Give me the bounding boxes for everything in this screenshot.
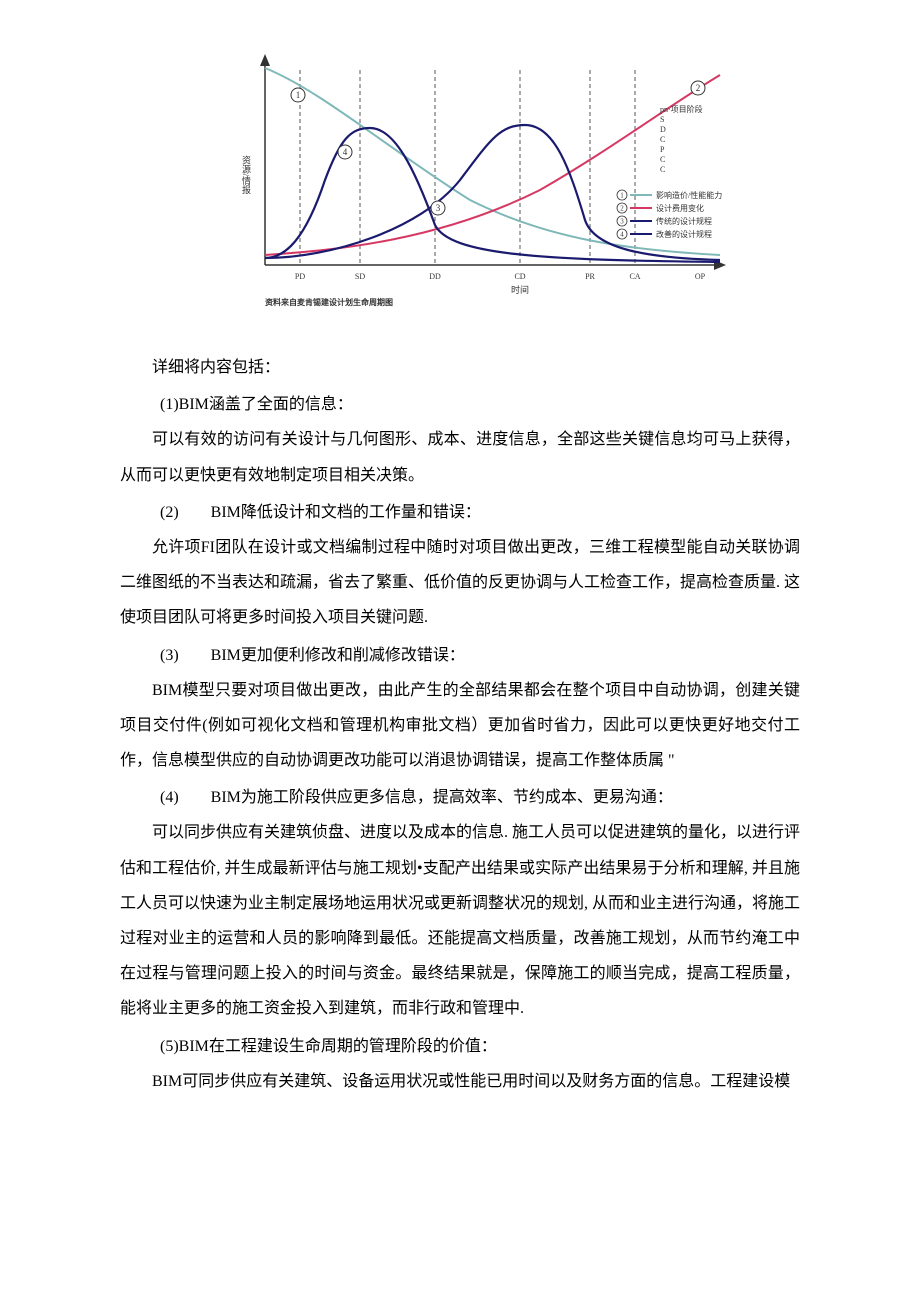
- section-2-body: 允许项FI团队在设计或文档编制过程中随时对项目做出更改，三维工程模型能自动关联协…: [120, 530, 800, 636]
- svg-text:C: C: [660, 135, 665, 144]
- lifecycle-chart: 资源/情报时间资料来自麦肯锡建设计划生命周期图PDSDDDCDPRCAOP123…: [190, 40, 730, 330]
- section-2-heading: (2) BIM降低设计和文档的工作量和错误：: [120, 495, 800, 530]
- svg-text:4: 4: [620, 231, 624, 239]
- section-2-num: (2): [160, 504, 179, 521]
- section-3-text: BIM更加便利修改和削减修改错误：: [211, 647, 465, 664]
- svg-text:SD: SD: [355, 272, 365, 281]
- section-4-num: (4): [160, 789, 179, 806]
- svg-text:DD: DD: [429, 272, 441, 281]
- section-4-body: 可以同步供应有关建筑侦盘、进度以及成本的信息. 施工人员可以促进建筑的量化，以进…: [120, 815, 800, 1026]
- section-5-heading: (5)BIM在工程建设生命周期的管理阶段的价值：: [120, 1029, 800, 1064]
- svg-text:传统的设计规程: 传统的设计规程: [656, 216, 712, 226]
- section-4-text: BIM为施工阶段供应更多信息，提高效率、节约成本、更易沟通：: [211, 789, 673, 806]
- svg-text:pn·项目阶段: pn·项目阶段: [660, 104, 703, 114]
- svg-text:CA: CA: [629, 272, 640, 281]
- svg-text:PR: PR: [585, 272, 595, 281]
- section-5-body: BIM可同步供应有关建筑、设备运用状况或性能已用时间以及财务方面的信息。工程建设…: [120, 1064, 800, 1099]
- svg-text:时间: 时间: [511, 284, 529, 295]
- svg-text:PD: PD: [295, 272, 305, 281]
- svg-text:2: 2: [696, 83, 701, 93]
- svg-text:设计费用变化: 设计费用变化: [656, 203, 704, 213]
- section-3-heading: (3) BIM更加便利修改和削减修改错误：: [120, 638, 800, 673]
- svg-text:3: 3: [436, 203, 441, 213]
- svg-text:4: 4: [343, 147, 348, 157]
- svg-text:资料来自麦肯锡建设计划生命周期图: 资料来自麦肯锡建设计划生命周期图: [265, 297, 393, 307]
- svg-text:1: 1: [620, 192, 624, 200]
- chart-container: 资源/情报时间资料来自麦肯锡建设计划生命周期图PDSDDDCDPRCAOP123…: [120, 40, 800, 330]
- svg-text:D: D: [660, 125, 666, 134]
- svg-text:P: P: [660, 145, 665, 154]
- section-3-body: BIM模型只要对项目做出更改，由此产生的全部结果都会在整个项目中自动协调，创建关…: [120, 673, 800, 779]
- svg-text:OP: OP: [695, 272, 706, 281]
- svg-text:CD: CD: [514, 272, 525, 281]
- svg-text:2: 2: [620, 205, 624, 213]
- svg-text:改善的设计规程: 改善的设计规程: [656, 229, 712, 239]
- svg-text:C: C: [660, 165, 665, 174]
- section-4-heading: (4) BIM为施工阶段供应更多信息，提高效率、节约成本、更易沟通：: [120, 780, 800, 815]
- svg-text:3: 3: [620, 218, 624, 226]
- intro-line: 详细将内容包括：: [120, 350, 800, 385]
- svg-text:影响造价/性能能力: 影响造价/性能能力: [656, 190, 722, 200]
- section-1-heading: (1)BIM涵盖了全面的信息：: [120, 387, 800, 422]
- svg-text:1: 1: [296, 90, 301, 100]
- svg-text:资源/情报: 资源/情报: [241, 156, 251, 196]
- svg-text:C: C: [660, 155, 665, 164]
- svg-text:S: S: [660, 115, 664, 124]
- section-2-text: BIM降低设计和文档的工作量和错误：: [211, 504, 481, 521]
- section-1-body: 可以有效的访问有关设计与几何图形、成本、进度信息，全部这些关键信息均可马上获得，…: [120, 422, 800, 492]
- section-3-num: (3): [160, 647, 179, 664]
